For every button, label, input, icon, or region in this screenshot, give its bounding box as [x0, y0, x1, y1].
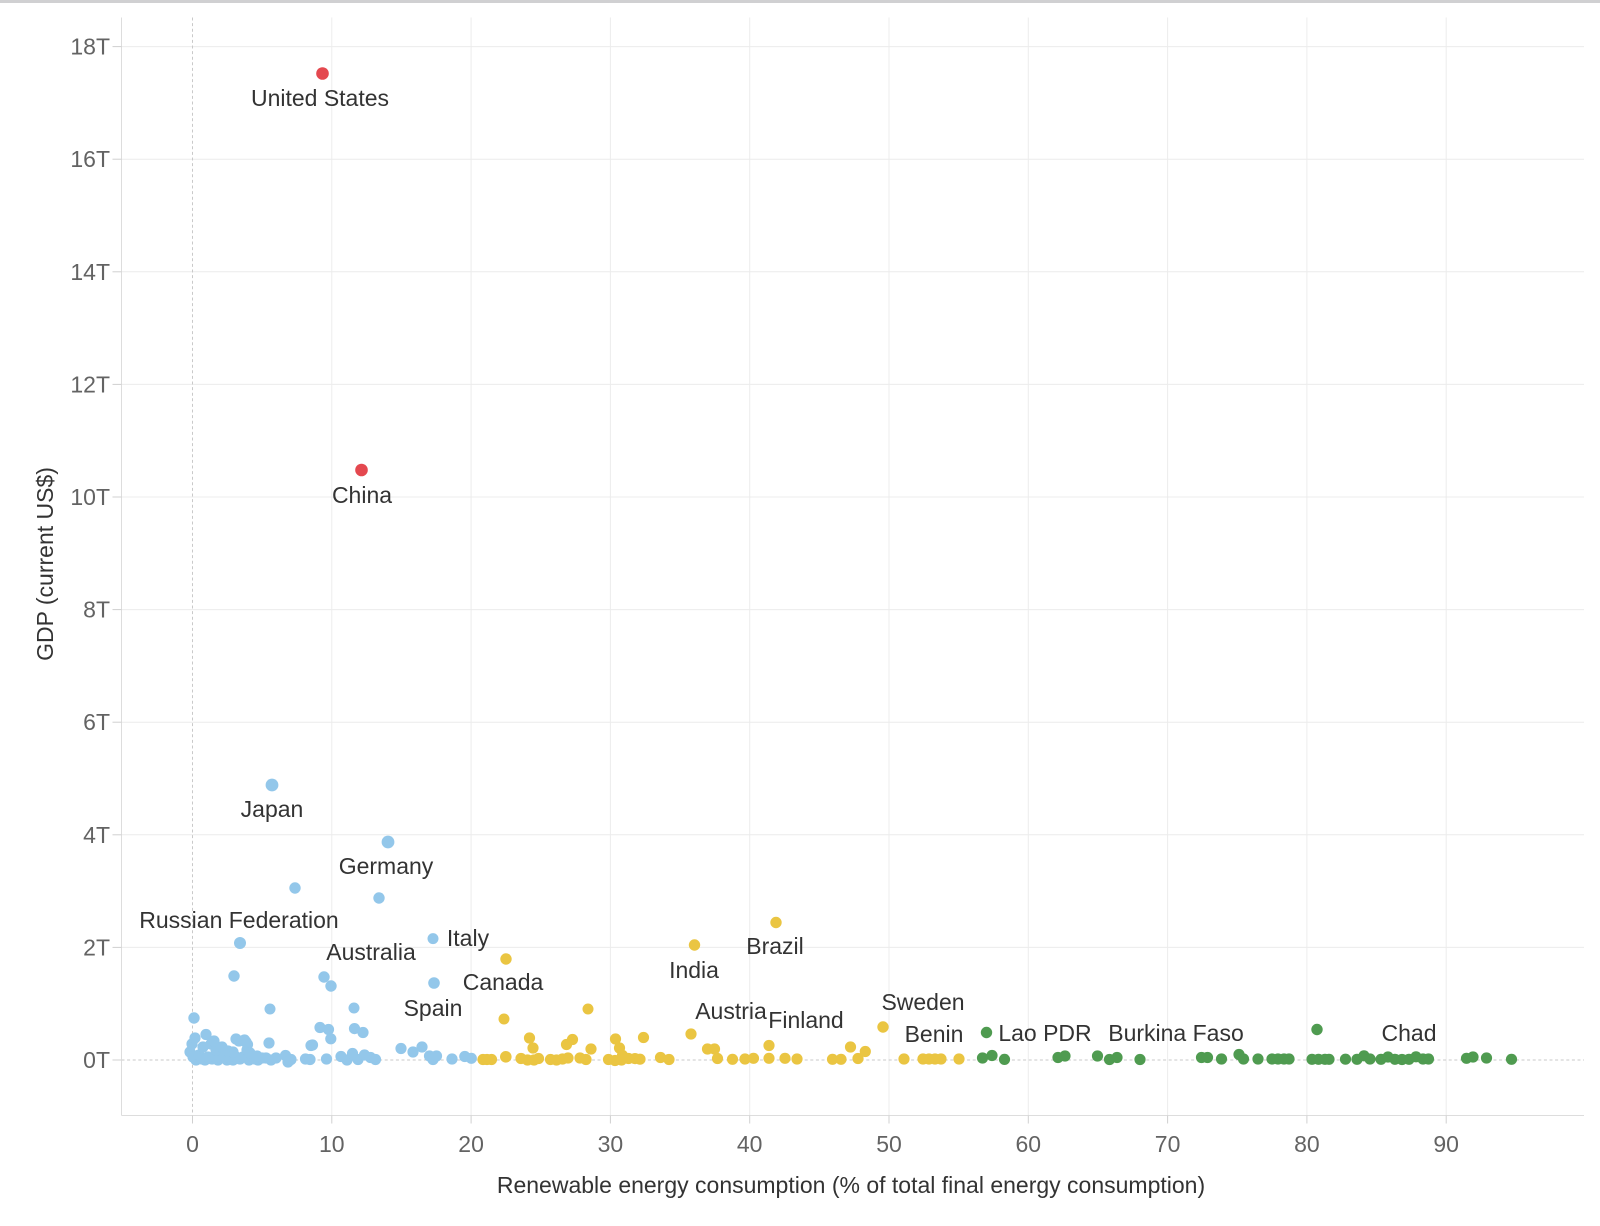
- svg-text:14T: 14T: [70, 259, 110, 285]
- svg-text:Lao PDR: Lao PDR: [998, 1020, 1091, 1046]
- svg-text:12T: 12T: [70, 371, 110, 397]
- svg-text:0T: 0T: [83, 1047, 110, 1073]
- svg-text:Burkina Faso: Burkina Faso: [1108, 1020, 1244, 1046]
- svg-text:60: 60: [1016, 1131, 1042, 1157]
- svg-text:Benin: Benin: [905, 1021, 964, 1047]
- svg-text:Renewable energy consumption (: Renewable energy consumption (% of total…: [497, 1172, 1205, 1198]
- svg-text:Japan: Japan: [241, 796, 304, 822]
- svg-text:16T: 16T: [70, 146, 110, 172]
- svg-text:United States: United States: [251, 85, 389, 111]
- svg-text:0: 0: [186, 1131, 199, 1157]
- svg-text:Spain: Spain: [404, 995, 463, 1021]
- svg-text:80: 80: [1294, 1131, 1320, 1157]
- svg-text:90: 90: [1433, 1131, 1459, 1157]
- svg-text:20: 20: [458, 1131, 484, 1157]
- svg-text:Russian Federation: Russian Federation: [139, 907, 338, 933]
- svg-text:Austria: Austria: [695, 998, 767, 1024]
- svg-text:Canada: Canada: [463, 969, 544, 995]
- svg-text:Italy: Italy: [447, 925, 490, 951]
- svg-text:10T: 10T: [70, 484, 110, 510]
- svg-text:GDP (current US$): GDP (current US$): [32, 467, 58, 661]
- svg-text:Australia: Australia: [326, 939, 416, 965]
- svg-text:8T: 8T: [83, 597, 110, 623]
- svg-text:Germany: Germany: [339, 853, 434, 879]
- svg-text:10: 10: [319, 1131, 345, 1157]
- svg-text:30: 30: [598, 1131, 624, 1157]
- svg-text:18T: 18T: [70, 34, 110, 60]
- svg-text:Chad: Chad: [1382, 1020, 1437, 1046]
- svg-text:China: China: [332, 482, 392, 508]
- svg-text:Finland: Finland: [768, 1007, 843, 1033]
- svg-text:40: 40: [737, 1131, 763, 1157]
- svg-text:4T: 4T: [83, 822, 110, 848]
- svg-text:Sweden: Sweden: [881, 989, 964, 1015]
- svg-text:2T: 2T: [83, 934, 110, 960]
- svg-text:50: 50: [876, 1131, 902, 1157]
- svg-text:6T: 6T: [83, 709, 110, 735]
- svg-text:70: 70: [1155, 1131, 1181, 1157]
- svg-text:Brazil: Brazil: [746, 933, 804, 959]
- svg-text:India: India: [669, 957, 719, 983]
